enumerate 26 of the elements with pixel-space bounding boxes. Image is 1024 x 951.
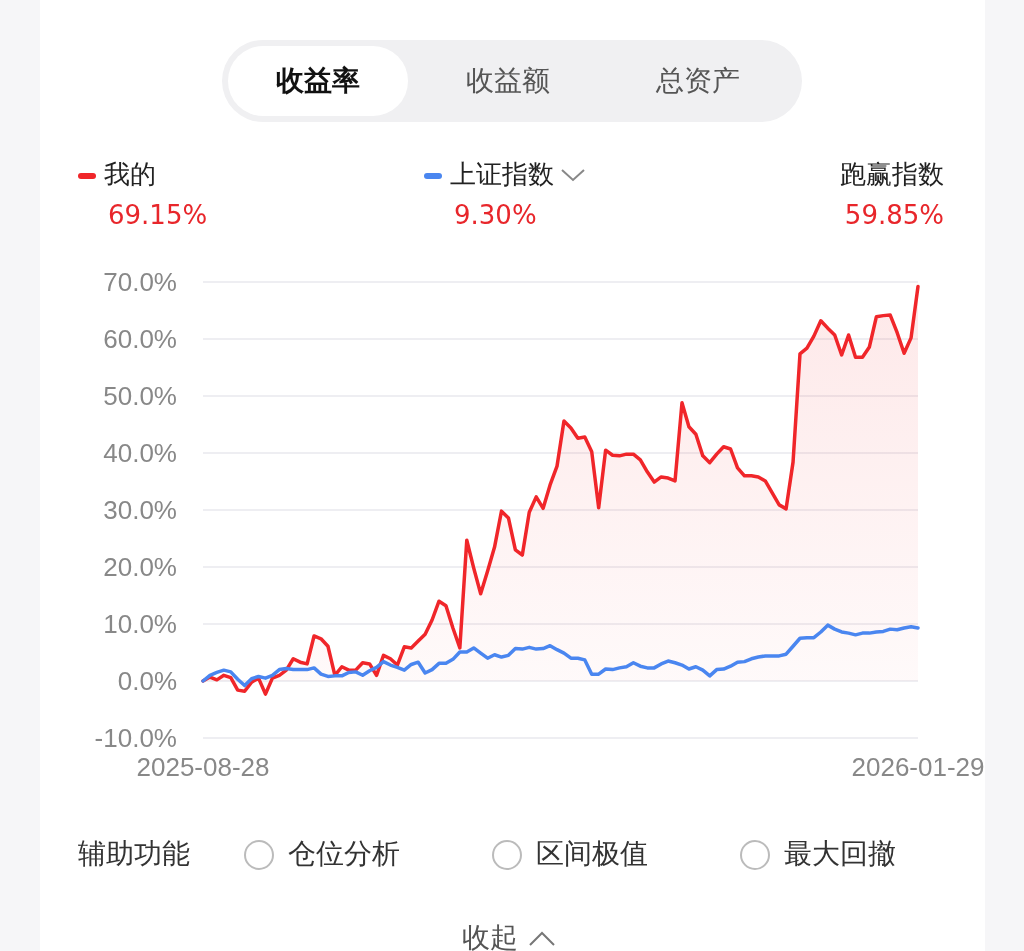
text: 收起	[462, 920, 519, 951]
text: 最大回撤	[783, 836, 896, 872]
y-tick-label: 30.0%	[103, 495, 177, 525]
text: 区间极值	[535, 836, 648, 872]
text: 收益额	[465, 63, 551, 99]
y-tick-label: 0.0%	[117, 666, 177, 696]
text: 9.30%	[454, 200, 537, 230]
y-tick-label: 40.0%	[103, 438, 177, 468]
text: 总资产	[655, 63, 741, 99]
y-tick-label: 60.0%	[103, 324, 177, 354]
text: 仓位分析	[287, 836, 400, 872]
text: 收益率	[228, 46, 408, 116]
x-tick-label: 2026-01-29	[851, 752, 985, 782]
legend-label: 我的	[103, 158, 156, 191]
y-tick-label: -10.0%	[94, 723, 177, 753]
y-tick-label: 10.0%	[103, 609, 177, 639]
text: 69.15%	[108, 200, 208, 230]
text: 辅助功能	[78, 836, 190, 872]
y-tick-label: 70.0%	[103, 267, 177, 297]
y-tick-label: 20.0%	[103, 552, 177, 582]
text: 59.85%	[844, 200, 944, 230]
y-tick-label: 50.0%	[103, 381, 177, 411]
x-tick-label: 2025-08-28	[136, 752, 270, 782]
text: 跑赢指数	[840, 158, 944, 191]
legend-label: 上证指数	[449, 158, 555, 191]
line-series	[201, 623, 920, 688]
